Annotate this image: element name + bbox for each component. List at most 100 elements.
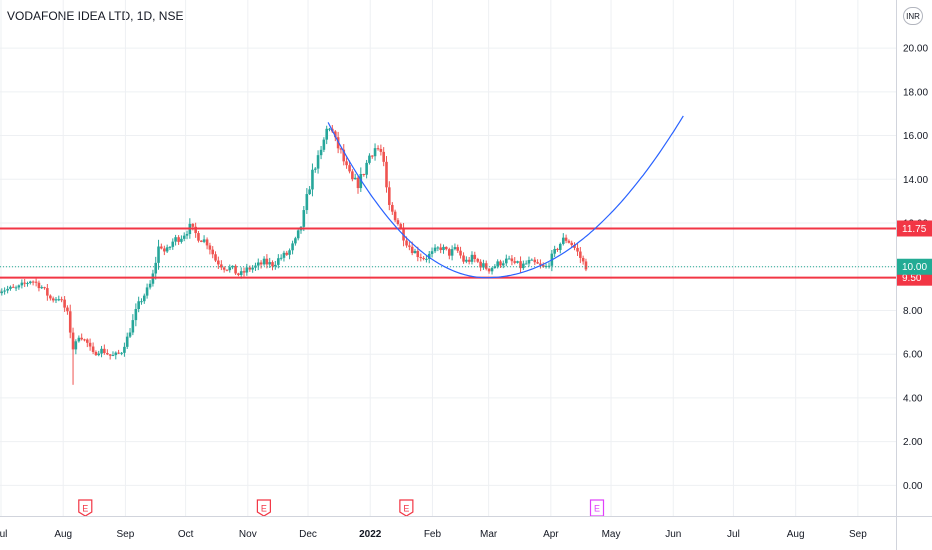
price-tick-label: 18.00 [903,87,928,98]
candle-body [85,339,89,343]
current-price-badge: 10.00 [897,258,932,275]
price-tick-label: 20.00 [903,44,928,55]
chart-grid [0,0,896,516]
candle-body [391,204,394,212]
candle-body [163,248,166,252]
candle-body [74,341,78,350]
candle-body [46,288,49,296]
earnings-marker: E [589,499,605,517]
price-tick-label: 16.00 [903,131,928,142]
candle-body [450,249,454,256]
candle-body [194,226,197,234]
candle-body [77,337,81,342]
candle-body [584,261,588,270]
candle-body [185,234,189,236]
candle-body [453,247,457,250]
candle-body [493,266,497,269]
candle-body [342,149,346,162]
candle-body [519,261,522,269]
candle-body [205,239,209,246]
candle-body [365,162,368,175]
earnings-marker: E [399,499,414,517]
candle-body [274,264,277,267]
candle-body [279,257,283,259]
candle-body [63,299,66,308]
candle-body [459,250,462,256]
candle-body [26,283,29,285]
candle-body [248,267,252,270]
candle-body [222,267,226,270]
candle-body [539,263,542,265]
candle-body [43,287,46,289]
candle-body [94,351,98,356]
candlestick-series [0,125,588,385]
time-tick-label: Aug [54,529,72,540]
candle-body [83,339,86,341]
candle-body [134,309,138,321]
candle-body [339,148,343,150]
candle-body [71,332,75,350]
time-tick-label: Feb [424,529,442,540]
rounding-bottom-curve [327,115,684,279]
candle-body [296,230,300,239]
level-price-badge: 11.75 [897,220,932,237]
currency-badge[interactable]: INR [903,7,923,25]
level-price-badge-text: 11.75 [902,224,927,235]
candle-body [29,281,32,284]
candle-body [467,259,471,262]
candle-body [80,337,83,340]
candle-body [522,263,525,269]
candle-body [379,148,383,152]
candle-body [31,281,35,283]
candle-body [373,148,377,157]
candle-body [462,255,465,262]
candle-body [382,151,385,162]
price-tick-label: 4.00 [903,393,923,404]
candle-body [319,149,323,156]
candle-body [302,210,306,227]
time-tick-label: Sep [117,529,135,540]
candle-body [433,247,437,252]
symbol-title[interactable]: VODAFONE IDEA LTD, 1D, NSE [7,9,184,23]
candle-body [399,224,403,229]
candle-body [513,261,517,263]
candle-body [131,320,135,333]
time-tick-label: Jun [665,529,681,540]
candle-body [123,346,126,353]
candle-body [334,131,337,138]
candle-body [573,244,576,248]
candle-body [37,282,41,289]
candle-body [202,239,206,242]
price-axis[interactable]: 0.002.004.006.008.0010.0012.0014.0016.00… [896,0,932,550]
candle-body [211,249,215,255]
candle-body [353,177,357,180]
candle-body [524,263,528,265]
candle-body [499,261,502,266]
time-tick-label: Nov [239,529,257,540]
candle-body [128,332,132,337]
candle-body [277,258,280,265]
candle-body [171,241,175,247]
candle-body [430,251,434,254]
candle-body [208,245,212,250]
time-axis[interactable]: Jul Aug Sep Oct Nov Dec 2022 Feb Mar Apr May Jun Jul… [0,516,932,541]
candle-body [6,288,9,291]
candle-body [470,254,474,262]
earnings-flag [256,499,271,517]
candle-body [416,250,420,258]
candle-body [40,287,44,289]
time-tick-label: Dec [299,529,317,540]
current-price-badge-bg [897,258,932,275]
candle-body [393,211,397,221]
candle-body [501,263,505,266]
candle-body [180,238,183,242]
candle-body [410,246,414,254]
candle-body [106,353,109,355]
candle-body [268,262,272,265]
time-tick-label: Aug [787,529,805,540]
drawing-overlays [0,115,896,279]
candle-body [57,299,61,301]
